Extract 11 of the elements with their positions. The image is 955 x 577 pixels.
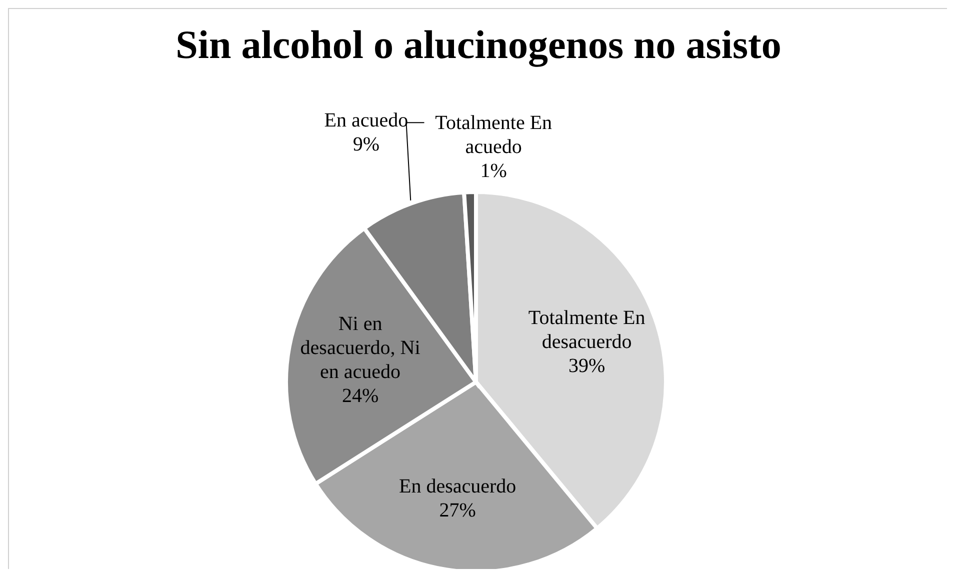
chart-title: Sin alcohol o alucinogenos no asisto (174, 21, 782, 68)
slice-label: Totalmente En acuedo (435, 112, 552, 158)
data-label: 24% (342, 384, 379, 407)
slice-label: En acuedo (324, 110, 408, 132)
slice-label: Ni en desacuerdo, Ni en acuedo (300, 312, 421, 383)
data-label: 9% (352, 134, 380, 156)
data-label: 1% (480, 160, 507, 182)
data-label: 27% (439, 499, 476, 522)
data-label: 39% (568, 355, 606, 378)
slice-label: En desacuerdo (398, 475, 516, 498)
slice-label: Totalmente En desacuerdo (528, 307, 646, 354)
